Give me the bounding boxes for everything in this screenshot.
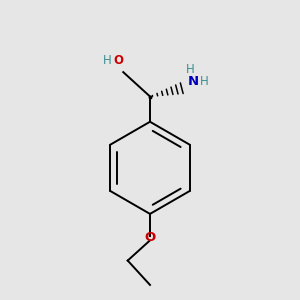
Text: H: H [186, 63, 194, 76]
Text: H: H [103, 54, 111, 67]
Text: H: H [200, 75, 208, 88]
Text: O: O [144, 231, 156, 244]
Text: N: N [188, 74, 199, 88]
Text: O: O [113, 54, 123, 67]
